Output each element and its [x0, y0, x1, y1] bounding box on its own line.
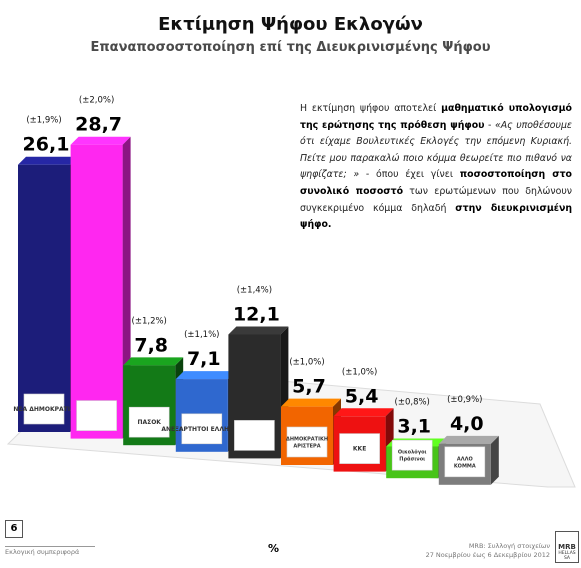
margin-label: (±1,1%) — [184, 330, 219, 340]
note-text: των ερωτώμενων που δηλώνουν συγκεκριμένο… — [300, 185, 573, 214]
footer-source-dates: 27 Νοεμβρίου έως 6 Δεκεμβρίου 2012 — [425, 551, 550, 559]
party-logo — [23, 393, 65, 425]
bar-top — [175, 371, 236, 380]
bar-top — [228, 326, 289, 335]
note-bold-text: ποσοστοποίηση στο συνολικό ποσοστό — [300, 169, 572, 197]
value-label: 7,8 — [134, 334, 168, 356]
margin-label: (±1,4%) — [237, 285, 272, 295]
chart-subtitle: Επαναποσοστοποίηση επί της Διευκρινισμέν… — [90, 40, 491, 55]
party-logo-label: Πράσινοι — [399, 456, 425, 463]
bar-top — [18, 156, 78, 165]
note-bold-text: στην διευκρινισμένη ψήφο. — [300, 202, 572, 231]
margin-label: (±0,8%) — [395, 397, 430, 407]
value-label: 4,0 — [450, 413, 484, 435]
party-logo — [339, 433, 380, 464]
mrb-logo-subtext: HELLAS SA — [558, 551, 576, 561]
bar-top — [333, 408, 394, 417]
party-logo-label: Οικολόγοι — [398, 449, 427, 456]
party-logo — [444, 446, 486, 478]
bar-top — [123, 357, 184, 366]
party-logo — [391, 439, 433, 471]
note-text: - όπου έχει γίνει — [359, 169, 460, 181]
methodology-note: Η εκτίμηση ψήφου αποτελεί μαθηματικό υπο… — [300, 101, 572, 234]
bar-top — [281, 398, 341, 407]
margin-label: (±2,0%) — [79, 96, 114, 106]
party-logo-label: ΑΡΙΣΤΕΡΑ — [293, 444, 320, 450]
value-label: 26,1 — [23, 134, 70, 156]
note-bold-text: μαθηματικό υπολογισμό της ερώτησης της π… — [300, 103, 572, 131]
party-logo — [234, 420, 275, 451]
footer-source-line: MRB: Συλλογή στοιχείων — [468, 542, 550, 550]
margin-label: (±1,0%) — [289, 358, 324, 368]
party-logo-label: ΔΗΜΟΚΡΑΤΙΚΗ — [286, 437, 328, 443]
margin-label: (±1,0%) — [342, 367, 377, 377]
bar — [70, 144, 123, 439]
note-text: Η εκτίμηση ψήφου αποτελεί — [300, 103, 442, 114]
chart-title: Εκτίμηση Ψήφου Εκλογών — [158, 14, 423, 35]
mrb-logo: MRB HELLAS SA — [555, 531, 579, 563]
value-label: 5,7 — [292, 376, 326, 398]
value-label: 28,7 — [75, 114, 122, 136]
value-label: 7,1 — [187, 348, 221, 370]
party-logo-label: ΑΛΛΟ — [457, 456, 473, 462]
value-label: 5,4 — [345, 385, 379, 407]
party-logo — [286, 426, 328, 458]
party-logo — [76, 400, 117, 431]
margin-label: (±1,9%) — [26, 116, 61, 126]
party-logo-label: ΚΟΜΜΑ — [454, 463, 476, 469]
note-text: - — [484, 119, 495, 131]
party-logo-label: ΝΕΑ ΔΗΜΟΚΡΑΤΙΑ — [13, 406, 75, 413]
party-logo-label: ΠΑΣΟΚ — [137, 419, 161, 426]
note-question-text: «Ας υποθέσουμε ότι είχαμε Βουλευτικές Εκ… — [300, 119, 572, 181]
bar — [18, 164, 70, 432]
footer-section-label: Εκλογική συμπεριφορά — [5, 546, 95, 556]
value-label: 3,1 — [397, 415, 431, 437]
page-number: 6 — [5, 520, 23, 538]
footer-unit-label: % — [268, 542, 280, 555]
margin-label: (±1,2%) — [132, 316, 167, 326]
party-logo — [128, 406, 170, 438]
party-logo — [181, 413, 223, 445]
party-logo-label: ΚΚΕ — [353, 446, 366, 453]
bar-top — [438, 435, 499, 444]
footer-source: MRB: Συλλογή στοιχείων 27 Νοεμβρίου έως … — [418, 542, 550, 560]
margin-label: (±0,9%) — [447, 395, 482, 405]
bar-side — [490, 435, 499, 485]
value-label: 12,1 — [233, 303, 280, 325]
mrb-logo-text: MRB — [558, 543, 576, 551]
bar-top — [70, 136, 131, 145]
party-logo-label: ΑΝΕΞΑΡΤΗΤΟΙ ΕΛΛΗΝΕΣ — [161, 426, 242, 433]
